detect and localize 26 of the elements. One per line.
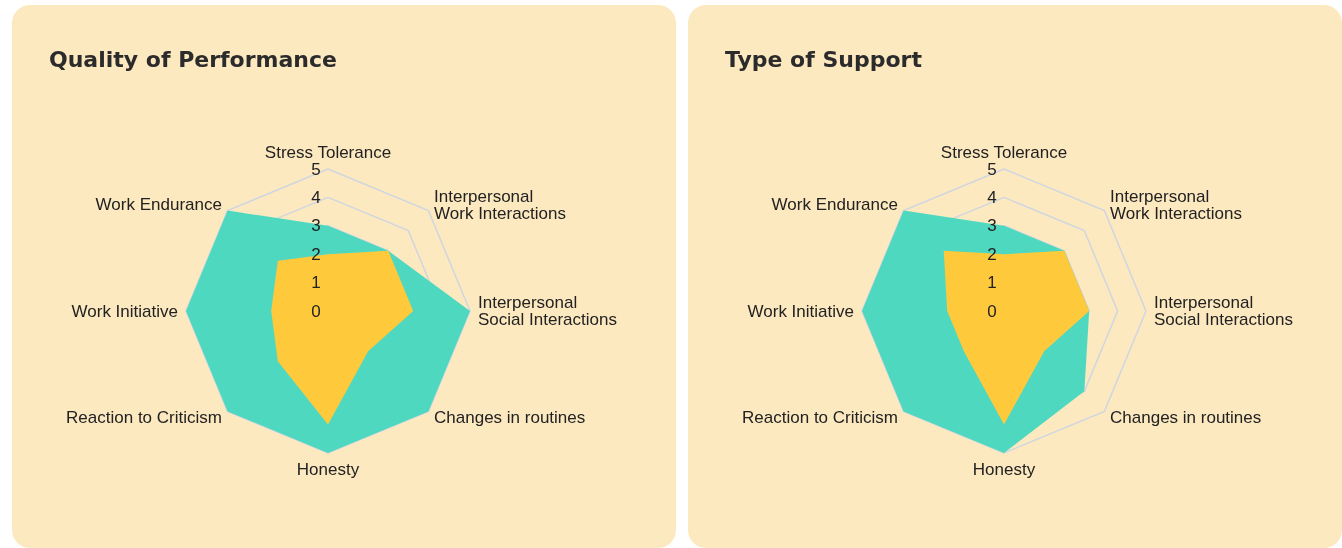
spoke-label: Work Initiative [71,301,178,321]
y-tick-label: 5 [311,159,321,179]
spoke-label: Reaction to Criticism [66,407,222,427]
chart-title: Type of Support [725,46,923,72]
y-tick-label: 4 [987,187,997,207]
spoke-label: Reaction to Criticism [742,407,898,427]
spoke-label: Interpersonal Social Interactions [478,293,617,329]
spoke-label: Work Endurance [771,195,898,215]
spoke-label: Stress Tolerance [940,143,1068,162]
spoke-label: Stress Tolerance [264,143,392,162]
spoke-label: Honesty [972,460,1036,479]
y-tick-label: 0 [987,301,997,321]
y-tick-label: 0 [311,301,321,321]
spoke-label: Changes in routines [1110,407,1262,427]
y-tick-label: 5 [987,159,997,179]
spoke-label: Interpersonal Work Interactions [1110,186,1243,223]
spoke-label: Interpersonal Social Interactions [1154,293,1293,329]
y-tick-label: 1 [311,273,321,293]
spoke-label: Work Endurance [95,195,222,215]
spoke-label: Interpersonal Work Interactions [434,186,567,223]
y-tick-label: 1 [987,273,997,293]
y-tick-label: 4 [311,187,321,207]
spoke-label: Work Initiative [747,301,854,321]
spoke-label: Honesty [296,460,360,479]
chart-title: Quality of Performance [49,46,337,72]
spoke-label: Changes in routines [434,407,586,427]
